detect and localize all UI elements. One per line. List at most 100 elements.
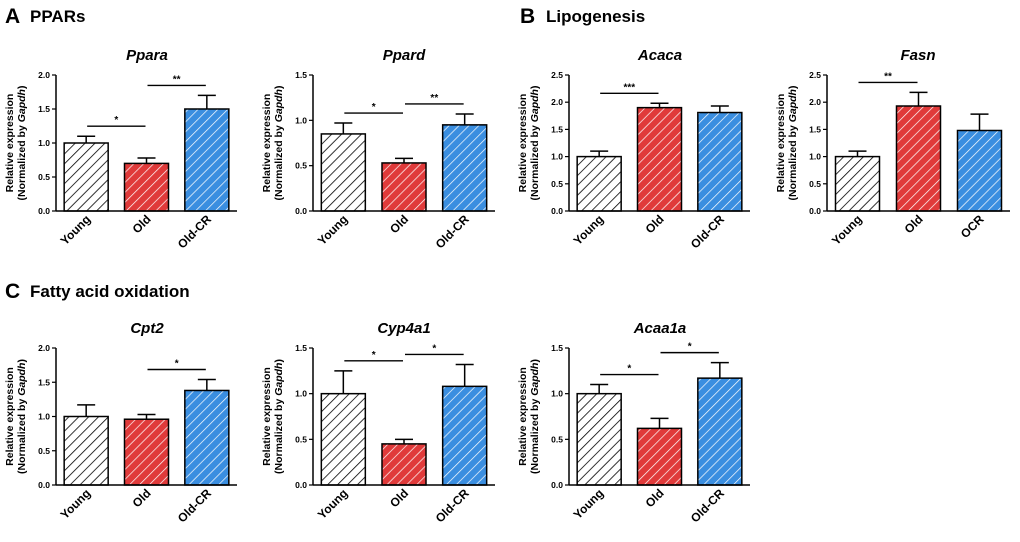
y-axis-label: Relative expression(Normalized by Gapdh) xyxy=(4,359,28,474)
y-tick-label: 1.0 xyxy=(551,152,563,162)
y-tick-label: 0.0 xyxy=(38,480,50,490)
chart-fasn: Fasn Relative expression(Normalized by Ga… xyxy=(775,47,1010,248)
chart-cyp4a1: Cyp4a1 Relative expression(Normalized by … xyxy=(261,320,495,525)
y-tick-label: 0.0 xyxy=(295,206,307,216)
y-tick-label: 0.5 xyxy=(295,161,307,171)
category-label-old-cr: Old-CR xyxy=(433,486,472,525)
bar-young xyxy=(320,133,367,212)
chart-title: Ppara xyxy=(126,47,168,64)
category-label-young: Young xyxy=(58,212,94,248)
bar-old xyxy=(636,427,683,486)
category-label-young: Young xyxy=(571,486,607,522)
bar-young xyxy=(834,155,881,212)
y-tick-label: 0.5 xyxy=(551,179,563,189)
y-tick-label: 1.0 xyxy=(809,152,821,162)
bar-old-cr xyxy=(184,108,230,212)
category-label-old-cr: Old-CR xyxy=(433,212,472,251)
y-tick-label: 0.5 xyxy=(38,172,50,182)
chart-title: Fasn xyxy=(900,47,935,64)
y-axis-label: Relative expression(Normalized by Gapdh) xyxy=(517,359,541,474)
chart-title: Cyp4a1 xyxy=(377,320,430,337)
panel-letter-a: A xyxy=(5,5,20,28)
y-tick-label: 1.0 xyxy=(551,389,563,399)
y-tick-label: 0.0 xyxy=(551,480,563,490)
y-tick-label: 2.5 xyxy=(809,70,821,80)
bar-old xyxy=(123,162,170,212)
y-tick-label: 1.0 xyxy=(38,138,50,148)
y-tick-label: 2.0 xyxy=(38,70,50,80)
category-label-old: Old xyxy=(643,486,667,510)
y-tick-label: 0.5 xyxy=(809,179,821,189)
y-tick-label: 2.5 xyxy=(551,70,563,80)
bar-young xyxy=(320,392,367,486)
bar-old-cr xyxy=(441,124,488,212)
y-axis-label: Relative expression(Normalized by Gapdh) xyxy=(775,86,799,201)
bar-old xyxy=(381,443,427,486)
significance-label: * xyxy=(372,350,376,361)
significance-label: ** xyxy=(884,71,892,82)
y-axis-label: Relative expression(Normalized by Gapdh) xyxy=(4,86,28,201)
category-label-young: Young xyxy=(315,212,351,248)
category-label-old: Old xyxy=(902,212,926,236)
y-tick-label: 1.5 xyxy=(551,124,563,134)
bar-young xyxy=(576,155,622,212)
y-tick-label: 1.5 xyxy=(295,70,307,80)
chart-title: Ppard xyxy=(383,47,426,64)
panel-letter-b: B xyxy=(520,5,535,28)
category-label-old-cr: Old-CR xyxy=(175,212,214,251)
bar-old xyxy=(123,418,170,486)
chart-acaca: Acaca Relative expression(Normalized by G… xyxy=(517,47,750,251)
y-tick-label: 2.0 xyxy=(38,343,50,353)
panel-letter-c: C xyxy=(5,280,20,303)
chart-cpt2: Cpt2 Relative expression(Normalized by Ga… xyxy=(4,320,237,525)
significance-label: * xyxy=(372,102,376,113)
category-label-young: Young xyxy=(571,212,607,248)
y-tick-label: 1.0 xyxy=(38,412,50,422)
y-tick-label: 0.5 xyxy=(38,446,50,456)
y-tick-label: 2.0 xyxy=(809,97,821,107)
significance-label: ** xyxy=(430,93,438,104)
category-label-young: Young xyxy=(829,212,865,248)
significance-label: *** xyxy=(623,82,635,93)
bar-old xyxy=(381,162,427,212)
panel-title-a: PPARs xyxy=(30,7,85,26)
y-tick-label: 1.5 xyxy=(295,343,307,353)
chart-acaa1a: Acaa1a Relative expression(Normalized by … xyxy=(517,320,750,525)
chart-ppara: Ppara Relative expression(Normalized by G… xyxy=(4,47,237,251)
category-label-old-cr: Old-CR xyxy=(688,212,727,251)
bar-old-cr xyxy=(184,389,230,486)
category-label-old: Old xyxy=(643,212,667,236)
y-tick-label: 0.0 xyxy=(809,206,821,216)
significance-label: * xyxy=(175,359,179,370)
y-tick-label: 0.0 xyxy=(38,206,50,216)
bar-young xyxy=(63,142,109,212)
category-label-old: Old xyxy=(130,212,154,236)
bar-old xyxy=(895,105,942,212)
y-tick-label: 0.0 xyxy=(551,206,563,216)
y-tick-label: 1.5 xyxy=(551,343,563,353)
significance-label: ** xyxy=(173,74,181,85)
y-tick-label: 1.5 xyxy=(38,377,50,387)
significance-label: * xyxy=(688,342,692,353)
y-tick-label: 2.0 xyxy=(551,97,563,107)
bar-young xyxy=(576,392,622,486)
chart-title: Acaa1a xyxy=(633,320,687,337)
y-tick-label: 0.0 xyxy=(295,480,307,490)
chart-title: Acaca xyxy=(637,47,682,64)
significance-label: * xyxy=(432,343,436,354)
y-tick-label: 1.0 xyxy=(295,115,307,125)
chart-ppard: Ppard Relative expression(Normalized by G… xyxy=(261,47,495,251)
bar-old-cr xyxy=(441,385,488,486)
y-tick-label: 1.0 xyxy=(295,389,307,399)
category-label-old-cr: Old-CR xyxy=(175,486,214,525)
category-label-old: Old xyxy=(387,212,411,236)
y-tick-label: 0.5 xyxy=(551,434,563,444)
y-axis-label: Relative expression(Normalized by Gapdh) xyxy=(261,86,285,201)
bar-old-cr xyxy=(697,377,743,486)
category-label-young: Young xyxy=(315,486,351,522)
chart-title: Cpt2 xyxy=(130,320,164,337)
y-tick-label: 0.5 xyxy=(295,434,307,444)
significance-label: * xyxy=(114,115,118,126)
y-axis-label: Relative expression(Normalized by Gapdh) xyxy=(517,86,541,201)
